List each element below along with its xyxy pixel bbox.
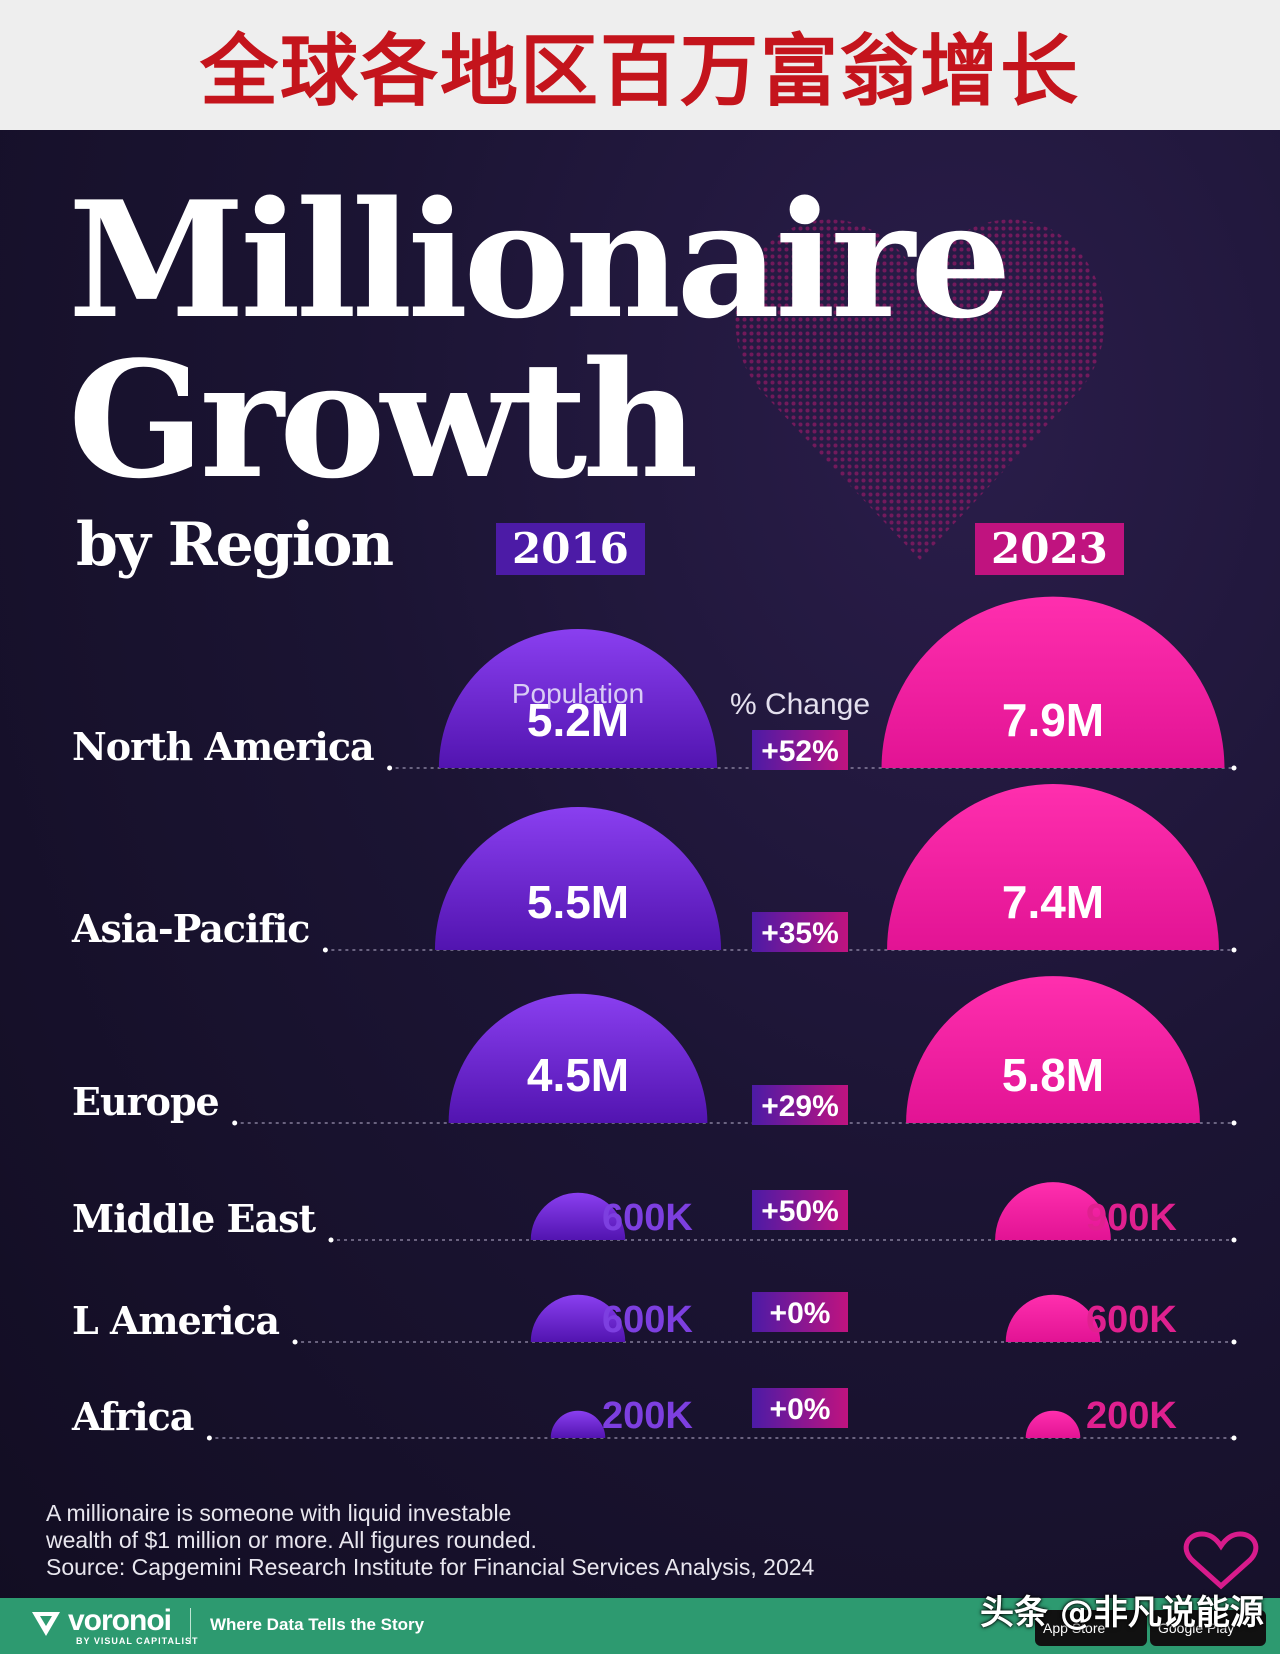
pct-change-badge bbox=[752, 730, 848, 770]
row-dot bbox=[1231, 765, 1237, 771]
value-label-2016: 600K bbox=[602, 1197, 693, 1239]
chart-svg: North America 5.2M 7.9M +52% Asia-Pacific 5.5… bbox=[71, 596, 1237, 1441]
value-label-2023: 7.9M bbox=[1002, 694, 1104, 746]
chart-subtitle: by Region bbox=[76, 510, 394, 580]
bubble-2023 bbox=[1025, 1410, 1081, 1438]
row-dot bbox=[232, 1120, 238, 1126]
pct-change-label: +0% bbox=[770, 1297, 831, 1330]
chinese-title: 全球各地区百万富翁增长 bbox=[199, 27, 1080, 117]
bubble-2016 bbox=[448, 993, 708, 1123]
pct-change-badge bbox=[752, 1292, 848, 1332]
value-label-2023: 200K bbox=[1086, 1395, 1177, 1437]
heart-watermark-icon bbox=[735, 219, 1105, 560]
row-dot bbox=[387, 765, 393, 771]
pct-change-label: +29% bbox=[761, 1090, 839, 1123]
google-play-badge[interactable]: Google Play bbox=[1150, 1610, 1266, 1646]
row-dot bbox=[206, 1435, 212, 1441]
footnote: A millionaire is someone with liquid inv… bbox=[46, 1500, 946, 1581]
bubble-2016 bbox=[530, 1192, 626, 1240]
population-header: Population bbox=[512, 678, 644, 709]
toutiao-watermark: 头条 @非凡说能源 bbox=[980, 1593, 1264, 1633]
bubble-2016 bbox=[550, 1410, 606, 1438]
visual-capitalist-mark-icon bbox=[1183, 1531, 1259, 1590]
voronoi-logo[interactable]: voronoi bbox=[68, 1604, 172, 1637]
row-dot bbox=[328, 1237, 334, 1243]
region-label: Europe bbox=[72, 1079, 219, 1124]
pct-change-badge bbox=[752, 1085, 848, 1125]
row-dot bbox=[1231, 1237, 1237, 1243]
pct-change-label: +35% bbox=[761, 917, 839, 950]
value-label-2023: 900K bbox=[1086, 1197, 1177, 1239]
bubble-2016 bbox=[530, 1294, 626, 1342]
chart-title-line2: Growth bbox=[68, 326, 699, 514]
voronoi-logo-sub: BY VISUAL CAPITALIST bbox=[76, 1636, 199, 1646]
footnote-line: A millionaire is someone with liquid inv… bbox=[46, 1500, 512, 1526]
value-label-2016: 4.5M bbox=[527, 1049, 629, 1101]
row-dot bbox=[1231, 1435, 1237, 1441]
pct-change-label: +50% bbox=[761, 1195, 839, 1228]
region-label: Asia-Pacific bbox=[71, 906, 309, 951]
source-line: Source: Capgemini Research Institute for… bbox=[46, 1554, 815, 1580]
value-label-2023: 5.8M bbox=[1002, 1049, 1104, 1101]
bubble-2023 bbox=[906, 976, 1200, 1123]
value-label-2016: 200K bbox=[602, 1395, 693, 1437]
value-label-2016: 5.5M bbox=[527, 876, 629, 928]
value-label-2016: 600K bbox=[602, 1299, 693, 1341]
year-badge-2023: 2023 bbox=[975, 523, 1124, 575]
footer-divider bbox=[190, 1608, 191, 1644]
app-store-badge[interactable]: App Store bbox=[1035, 1610, 1147, 1646]
chinese-title-bar: 全球各地区百万富翁增长 bbox=[0, 0, 1280, 130]
row-dot bbox=[1231, 1339, 1237, 1345]
row-dot bbox=[322, 947, 328, 953]
value-label-2016: 5.2M bbox=[527, 694, 629, 746]
year-badge-2016: 2016 bbox=[496, 523, 645, 575]
pct-change-badge bbox=[752, 1190, 848, 1230]
value-label-2023: 7.4M bbox=[1002, 876, 1104, 928]
bubble-2016 bbox=[434, 807, 722, 950]
row-dot bbox=[1231, 947, 1237, 953]
chart-title-line1: Millionaire bbox=[68, 166, 1012, 354]
row-dot bbox=[1231, 1120, 1237, 1126]
bubble-2023 bbox=[1005, 1294, 1101, 1342]
value-label-2023: 600K bbox=[1086, 1299, 1177, 1341]
footer-bar: voronoi BY VISUAL CAPITALIST Where Data … bbox=[0, 1598, 1280, 1654]
bubble-2023 bbox=[887, 784, 1219, 950]
region-label: Middle East bbox=[72, 1196, 316, 1241]
pct-change-badge bbox=[752, 912, 848, 952]
pct-change-label: +52% bbox=[761, 735, 839, 768]
region-label: Africa bbox=[71, 1394, 194, 1439]
row-dot bbox=[292, 1339, 298, 1345]
pct-change-header: % Change bbox=[730, 688, 870, 721]
region-label: North America bbox=[72, 724, 374, 769]
bubble-2016 bbox=[438, 628, 718, 768]
pct-change-badge bbox=[752, 1388, 848, 1428]
footnote-line: wealth of $1 million or more. All figure… bbox=[46, 1527, 537, 1553]
bubble-2023 bbox=[881, 596, 1225, 768]
voronoi-logo-icon bbox=[32, 1612, 60, 1636]
pct-change-label: +0% bbox=[770, 1393, 831, 1426]
footer-tagline: Where Data Tells the Story bbox=[210, 1615, 425, 1634]
bubble-2023 bbox=[995, 1182, 1111, 1240]
region-label: L America bbox=[72, 1298, 279, 1343]
